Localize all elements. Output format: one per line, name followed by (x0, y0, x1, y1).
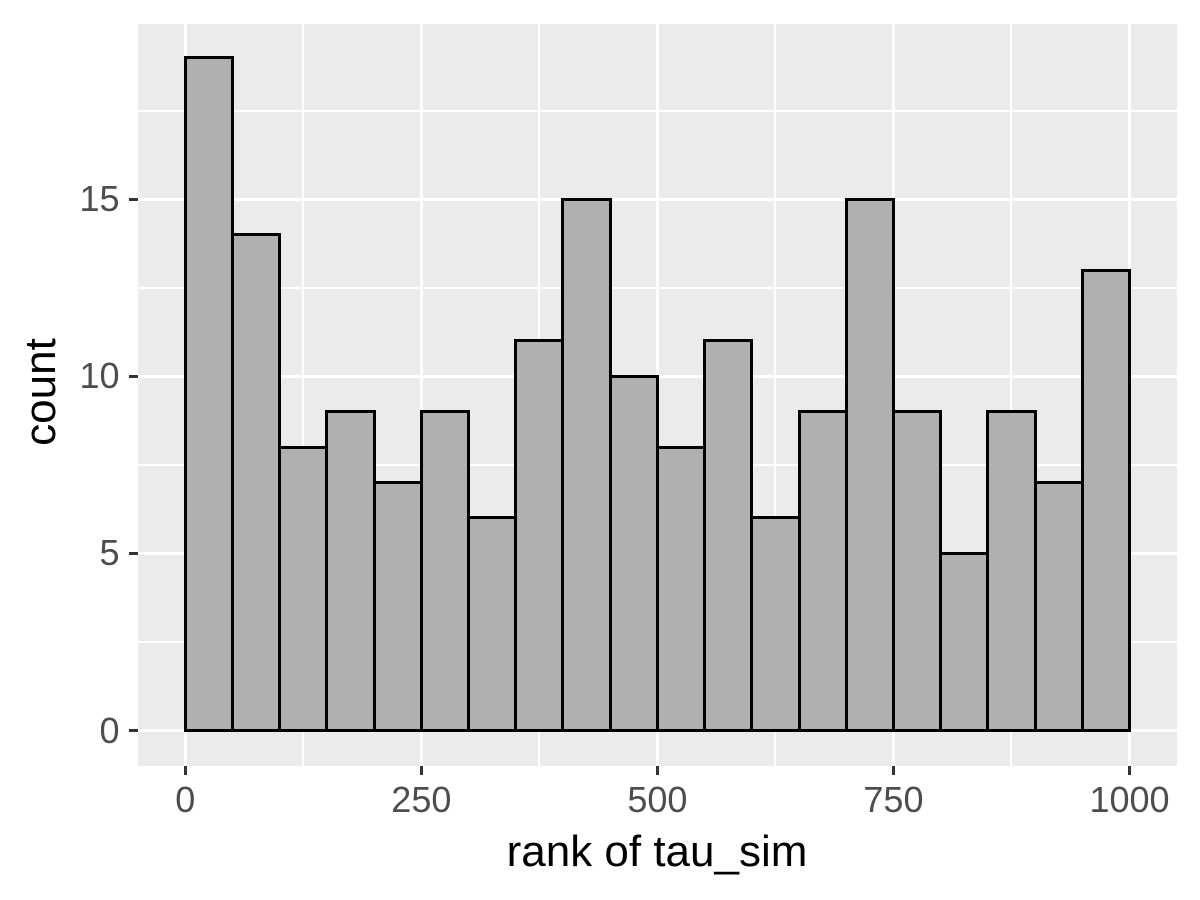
x-minor-gridline (774, 24, 777, 766)
y-major-gridline (137, 197, 1177, 201)
histogram-bar (891, 410, 943, 732)
histogram-bar (986, 410, 1037, 732)
histogram-bar (278, 445, 329, 732)
histogram-bar (703, 339, 754, 732)
histogram-bar (467, 516, 518, 732)
y-axis-title: count (16, 338, 65, 446)
histogram-bar (325, 410, 376, 732)
x-major-gridline (419, 24, 423, 766)
histogram-bar (1080, 268, 1131, 732)
histogram-bar (231, 233, 282, 732)
x-tick-label: 250 (391, 778, 452, 820)
y-tick-mark (128, 729, 138, 732)
x-axis-title: rank of tau_sim (506, 827, 808, 876)
y-tick-label: 15 (79, 178, 120, 220)
x-tick-mark (891, 765, 895, 775)
y-tick-mark (128, 551, 138, 555)
histogram-bar (608, 374, 659, 732)
histogram-bar (750, 516, 801, 732)
histogram-bar (844, 197, 895, 732)
y-tick-label: 5 (99, 532, 120, 574)
x-tick-label: 1000 (1089, 778, 1170, 820)
x-tick-mark (419, 765, 423, 775)
y-tick-label: 0 (99, 709, 120, 751)
x-tick-label: 750 (863, 778, 924, 820)
x-minor-gridline (302, 24, 305, 766)
y-tick-label: 10 (79, 355, 120, 397)
histogram-bar (372, 481, 423, 732)
histogram-bar (655, 445, 707, 732)
x-tick-mark (183, 765, 187, 775)
x-tick-mark (1128, 765, 1131, 775)
x-tick-label: 0 (175, 778, 196, 820)
y-tick-mark (128, 374, 138, 378)
histogram-bar (939, 551, 990, 732)
histogram-bar (183, 56, 234, 732)
x-minor-gridline (1010, 24, 1013, 766)
histogram-bar (797, 410, 848, 732)
histogram-bar (561, 197, 612, 732)
histogram-bar (1033, 481, 1084, 732)
histogram-bar (514, 339, 565, 732)
x-tick-label: 500 (627, 778, 688, 820)
x-tick-mark (655, 765, 659, 775)
histogram-bar (419, 410, 471, 732)
y-tick-mark (128, 197, 138, 201)
